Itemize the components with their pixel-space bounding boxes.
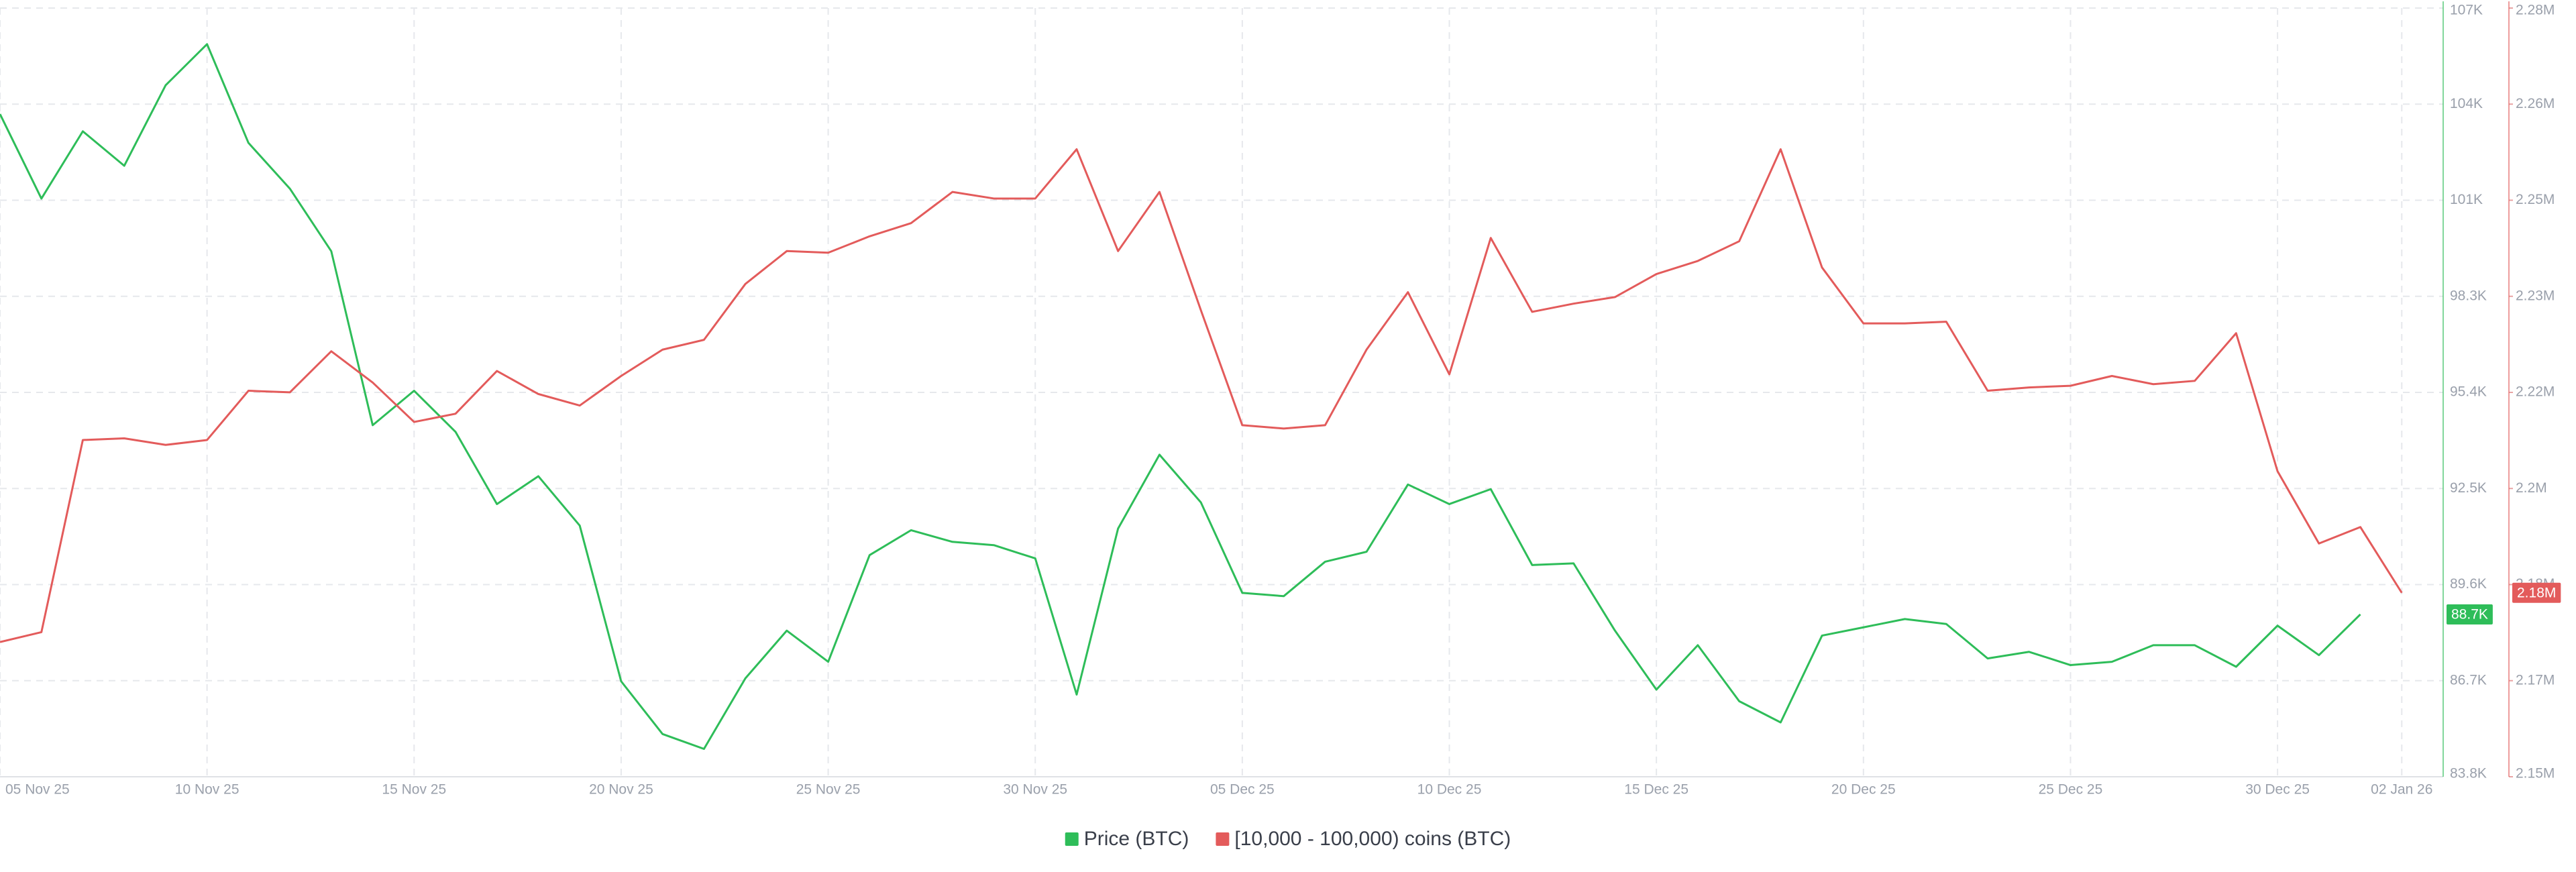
y-tick-label: 101K: [2450, 192, 2483, 207]
y-tick-label: 104K: [2450, 96, 2483, 111]
y2-tick-label: 2.17M: [2516, 672, 2555, 688]
x-tick-label: 15 Nov 25: [382, 782, 446, 798]
y-tick-label: 89.6K: [2450, 576, 2487, 592]
x-tick-label: 25 Dec 25: [2039, 782, 2103, 798]
y2-tick-label: 2.28M: [2516, 3, 2555, 18]
x-tick-label: 30 Dec 25: [2245, 782, 2310, 798]
y2-tick-label: 2.15M: [2516, 766, 2555, 781]
x-tick-label: 05 Nov 25: [5, 782, 70, 798]
legend-swatch: [1065, 832, 1079, 846]
x-tick-label: 10 Dec 25: [1417, 782, 1482, 798]
y2-tick-label: 2.2M: [2516, 480, 2547, 496]
legend-label: [10,000 - 100,000) coins (BTC): [1234, 828, 1511, 850]
legend: Price (BTC) [10,000 - 100,000) coins (BTC…: [1065, 828, 1511, 850]
y-tick-label: 98.3K: [2450, 288, 2487, 303]
x-tick-label: 25 Nov 25: [796, 782, 861, 798]
y-tick-label: 107K: [2450, 3, 2483, 18]
end-badge: 2.18M: [2512, 582, 2561, 603]
end-badge-label: 88.7K: [2451, 607, 2488, 622]
y2-tick-label: 2.23M: [2516, 288, 2555, 303]
y-tick-label: 95.4K: [2450, 384, 2487, 400]
y2-tick-label: 2.26M: [2516, 96, 2555, 111]
series-line: [0, 148, 2403, 643]
end-badge-box: [2512, 582, 2561, 603]
x-tick-label: 02 Jan 26: [2371, 782, 2432, 798]
legend-swatch: [1216, 832, 1230, 846]
y-tick-label: 86.7K: [2450, 672, 2487, 688]
x-tick-label: 05 Dec 25: [1210, 782, 1275, 798]
series-line: [0, 43, 2361, 751]
y-tick-label: 92.5K: [2450, 480, 2487, 496]
x-tick-label: 10 Nov 25: [175, 782, 239, 798]
x-tick-label: 15 Dec 25: [1624, 782, 1688, 798]
y2-tick-label: 2.25M: [2516, 192, 2555, 207]
legend-label: Price (BTC): [1084, 828, 1189, 850]
x-tick-label: 20 Nov 25: [589, 782, 653, 798]
end-badge-label: 2.18M: [2517, 585, 2556, 600]
x-tick-label: 30 Nov 25: [1003, 782, 1067, 798]
grid: [0, 7, 2443, 777]
end-badge: 88.7K: [2447, 604, 2493, 624]
y2-tick-label: 2.22M: [2516, 384, 2555, 400]
end-badge-box: [2447, 604, 2493, 624]
x-tick-label: 20 Dec 25: [1831, 782, 1896, 798]
y-tick-label: 83.8K: [2450, 766, 2487, 781]
